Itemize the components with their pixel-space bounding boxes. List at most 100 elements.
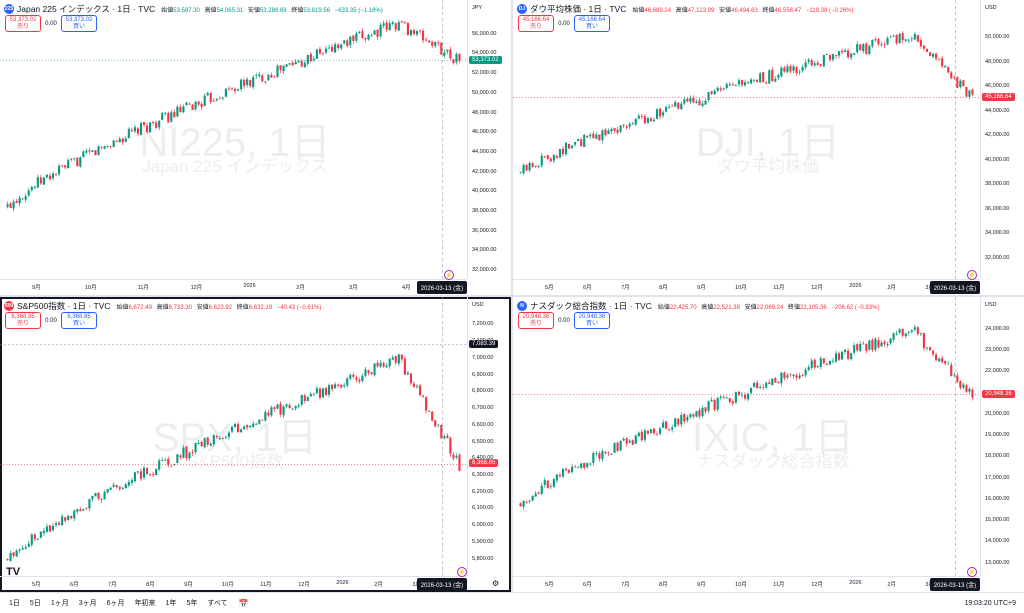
range-button[interactable]: 5年 xyxy=(186,600,198,607)
chart-pane-ixic[interactable]: N ナスダック総合指数 · 1日 · TVC 始値22,425.70 高値22,… xyxy=(513,297,1024,592)
candle-body xyxy=(925,48,929,52)
close-value: 46,558.47 xyxy=(774,7,802,14)
candle-body xyxy=(886,343,889,346)
range-button[interactable]: 5日 xyxy=(29,600,41,607)
candle-body xyxy=(825,54,828,55)
candle-body xyxy=(285,404,288,407)
symbol-title[interactable]: ナスダック総合指数 · 1日 · TVC xyxy=(530,301,652,311)
candlestick-chart[interactable] xyxy=(0,297,467,576)
close-value: 53,819.56 xyxy=(303,7,331,14)
candle-body xyxy=(877,39,880,45)
candle-body xyxy=(388,359,391,367)
chart-pane-spx[interactable]: 500 S&P500指数 · 1日 · TVC 始値6,672.49 高値6,7… xyxy=(0,297,511,592)
candle-body xyxy=(246,425,249,428)
buy-button[interactable]: 53,373.02 買い xyxy=(61,15,97,32)
close-label: 終値 xyxy=(788,304,801,311)
candle-body xyxy=(340,44,343,49)
open-label: 始値 xyxy=(161,7,174,14)
candle-body xyxy=(233,88,237,92)
price-tick-label: 7,200.00 xyxy=(472,321,494,328)
lightning-icon[interactable]: ⚡ xyxy=(457,567,467,577)
candle-body xyxy=(689,97,692,102)
price-axis[interactable]: JPY 56,000.00 54,000.00 52,000.00 50,000.00… xyxy=(467,0,511,279)
chart-pane-dji[interactable]: DJ ダウ平均株価 · 1日 · TVC 始値46,689.24 高値47,12… xyxy=(513,0,1024,295)
time-axis[interactable]: 9月 10月 11月 12月 2026 2月 3月 4月 2026-03-13 (金) xyxy=(0,279,468,295)
candle-body xyxy=(935,354,938,361)
candle-body xyxy=(42,177,45,185)
chart-pane-ni225[interactable]: 225 Japan 225 インデックス · 1日 · TVC 始値53,587… xyxy=(0,0,511,295)
candle-body xyxy=(109,487,112,490)
spread-value: 0.00 xyxy=(45,317,57,324)
candle-body xyxy=(36,538,39,540)
price-tick-label: 44,000.00 xyxy=(472,148,497,155)
buy-button[interactable]: 45,166.64 買い xyxy=(574,15,610,32)
candle-body xyxy=(707,401,710,411)
lightning-icon[interactable]: ⚡ xyxy=(967,270,977,280)
symbol-title[interactable]: Japan 225 インデックス · 1日 · TVC xyxy=(17,4,156,14)
sell-button[interactable]: 53,373.02 売り xyxy=(5,15,41,32)
candle-body xyxy=(768,70,771,84)
range-button[interactable]: 年初来 xyxy=(134,600,156,607)
price-tick-label: 44,000.00 xyxy=(985,107,1010,114)
range-button[interactable]: 3ヶ月 xyxy=(78,600,97,607)
clock[interactable]: 19:03:20 UTC+9 xyxy=(964,599,1016,607)
pane-divider-horizontal[interactable] xyxy=(0,295,1024,297)
symbol-title[interactable]: S&P500指数 · 1日 · TVC xyxy=(17,301,111,311)
candle-body xyxy=(825,364,828,365)
candle-body xyxy=(197,442,200,444)
candle-body xyxy=(859,343,862,351)
tradingview-logo[interactable]: TV xyxy=(6,566,21,578)
buy-button[interactable]: 6,368.85 買い xyxy=(61,312,97,329)
candlestick-chart[interactable] xyxy=(513,0,980,279)
candle-body xyxy=(564,142,568,155)
candle-body xyxy=(525,501,528,503)
price-tick-label: 14,000.00 xyxy=(985,538,1010,545)
candle-body xyxy=(768,382,771,384)
price-tick-label: 6,200.00 xyxy=(472,488,494,495)
sell-button[interactable]: 45,166.64 売り xyxy=(518,15,554,32)
price-tick-label: 54,000.00 xyxy=(472,50,497,57)
candle-body xyxy=(352,35,355,41)
candlestick-chart[interactable] xyxy=(513,297,980,576)
buy-button[interactable]: 20,948.36 買い xyxy=(574,312,610,329)
sell-button[interactable]: 20,948.36 売り xyxy=(518,312,554,329)
candle-body xyxy=(185,102,188,106)
candle-body xyxy=(646,117,649,123)
range-button[interactable]: すべて xyxy=(207,600,228,607)
price-axis[interactable]: USD 50,000.00 48,000.00 46,000.00 44,000.00… xyxy=(980,0,1024,279)
lightning-icon[interactable]: ⚡ xyxy=(444,270,454,280)
range-button[interactable]: 1日 xyxy=(9,600,20,607)
alert-price-label[interactable]: 7,083.39 xyxy=(469,339,499,348)
current-price-label: 6,368.85 xyxy=(469,459,499,468)
candle-body xyxy=(391,22,394,24)
time-axis[interactable]: 5月 6月 7月 8月 9月 10月 11月 12月 2026 2月 3月2026-03-13 (金… xyxy=(513,279,981,295)
lightning-icon[interactable]: ⚡ xyxy=(967,567,977,577)
candle-body xyxy=(795,67,798,74)
time-axis[interactable]: 5月 6月 7月 8月 9月 10月 11月 12月 2026 2月 3月2026-03-13 (金… xyxy=(513,576,981,592)
range-button[interactable]: 6ヶ月 xyxy=(106,600,125,607)
range-button[interactable]: 1ヶ月 xyxy=(50,600,69,607)
calendar-icon[interactable]: 📅 xyxy=(238,598,249,608)
close-label: 終値 xyxy=(291,7,304,14)
range-button[interactable]: 1年 xyxy=(165,600,177,607)
candle-body xyxy=(173,112,176,118)
candle-body xyxy=(227,88,231,90)
sell-button[interactable]: 6,368.85 売り xyxy=(5,312,41,329)
time-tick-label: 4月 xyxy=(402,285,411,291)
candle-body xyxy=(549,486,552,488)
symbol-title[interactable]: ダウ平均株価 · 1日 · TVC xyxy=(530,4,627,14)
time-axis[interactable]: 5月 6月 7月 8月 9月 10月 11月 12月 2026 2月 3月2026-03-13 (金… xyxy=(0,576,468,592)
candle-body xyxy=(221,438,224,439)
candle-body xyxy=(919,333,922,335)
candlestick-chart[interactable] xyxy=(0,0,467,279)
candle-body xyxy=(224,88,227,97)
candle-body xyxy=(719,396,722,398)
price-axis[interactable]: USD 7,200.007,100.007,000.006,900.006,80… xyxy=(467,297,511,576)
settings-gear-icon[interactable]: ⚙ xyxy=(492,579,500,588)
candle-body xyxy=(94,492,97,497)
candle-body xyxy=(400,21,403,23)
candle-body xyxy=(179,455,182,458)
open-value: 6,672.49 xyxy=(128,304,152,311)
candle-body xyxy=(683,99,686,104)
price-axis[interactable]: USD 24,000.0023,000.0022,000.0021,000.00… xyxy=(980,297,1024,576)
